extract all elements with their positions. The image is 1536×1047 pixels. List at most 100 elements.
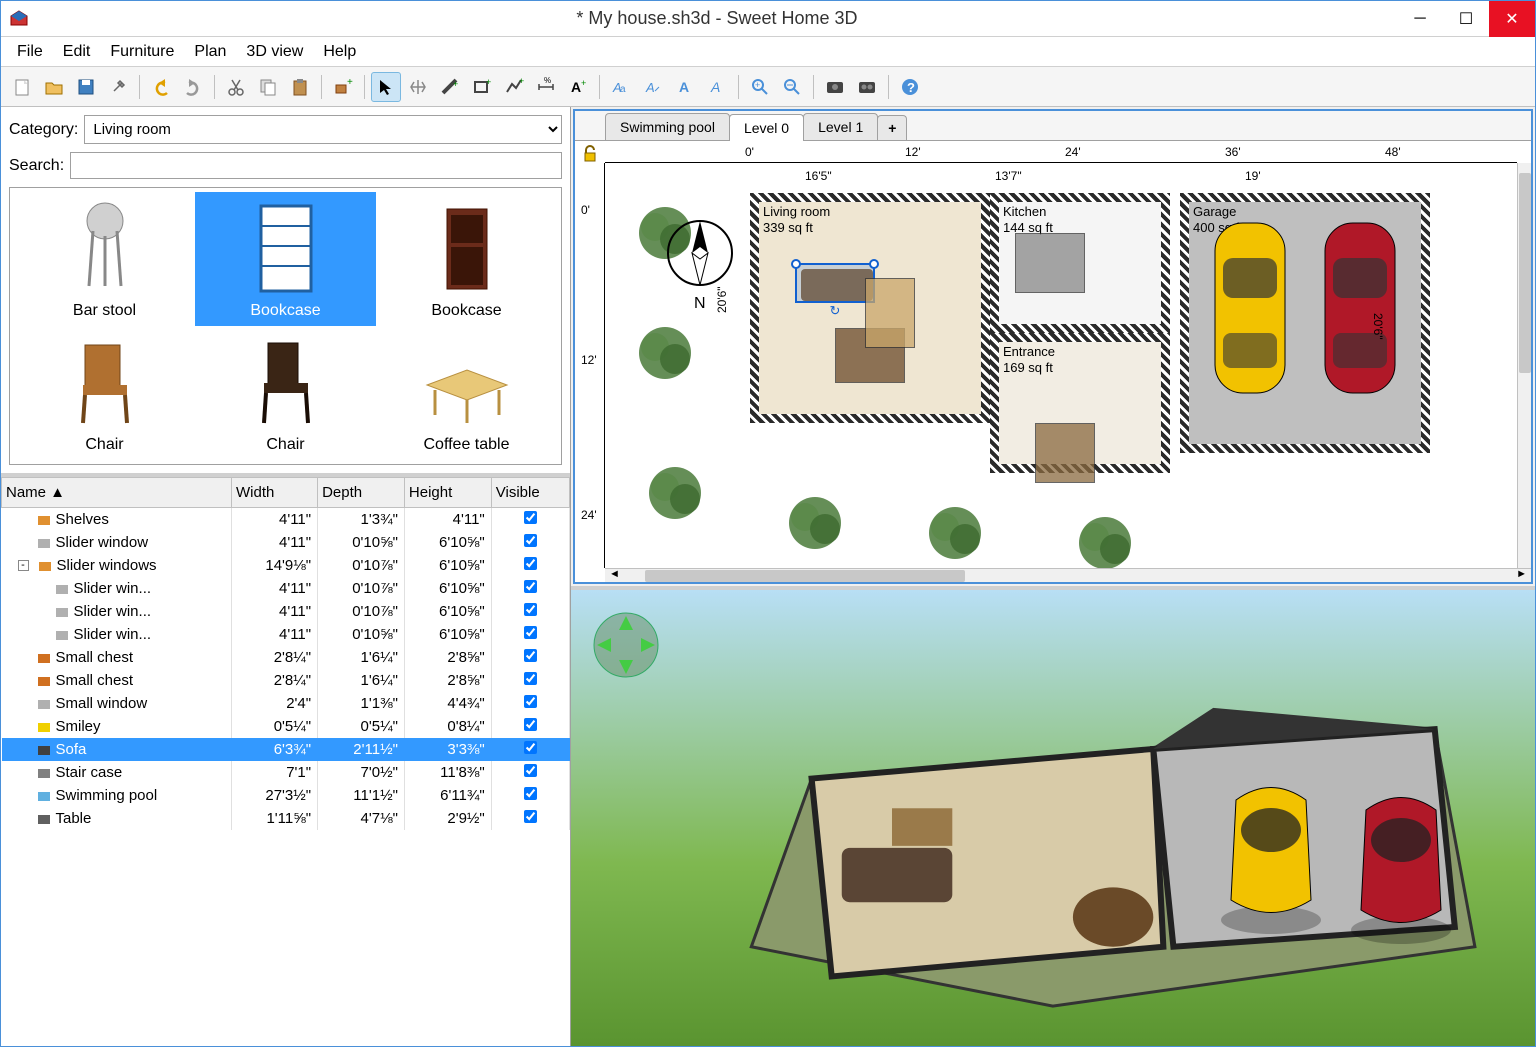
toolbar-dim-button[interactable]: % bbox=[531, 72, 561, 102]
plan-furniture[interactable] bbox=[865, 278, 915, 348]
table-row[interactable]: Stair case7'1"7'0½"11'8⅜" bbox=[2, 761, 570, 784]
visible-checkbox[interactable] bbox=[524, 626, 537, 639]
plan-tabs: Swimming poolLevel 0Level 1+ bbox=[575, 111, 1531, 141]
toolbar-paste-button[interactable] bbox=[285, 72, 315, 102]
plan-tab[interactable]: Level 0 bbox=[729, 114, 804, 141]
scrollbar-horizontal[interactable]: ◄► bbox=[605, 568, 1531, 582]
table-row[interactable]: Smiley0'5¼"0'5¼"0'8¼" bbox=[2, 715, 570, 738]
visible-checkbox[interactable] bbox=[524, 534, 537, 547]
menu-plan[interactable]: Plan bbox=[184, 39, 236, 65]
catalog-item[interactable]: Bar stool bbox=[14, 192, 195, 326]
visible-checkbox[interactable] bbox=[524, 603, 537, 616]
lock-icon[interactable] bbox=[581, 145, 599, 163]
minimize-button[interactable]: ─ bbox=[1397, 1, 1443, 37]
toolbar-select-button[interactable] bbox=[371, 72, 401, 102]
toolbar-room-button[interactable]: + bbox=[467, 72, 497, 102]
toolbar-new-button[interactable] bbox=[7, 72, 37, 102]
table-row[interactable]: Slider win...4'11"0'10⅞"6'10⅝" bbox=[2, 600, 570, 623]
visible-checkbox[interactable] bbox=[524, 741, 537, 754]
search-input[interactable] bbox=[70, 152, 562, 179]
catalog-item[interactable]: Chair bbox=[195, 326, 376, 460]
catalog-item[interactable]: Coffee table bbox=[376, 326, 557, 460]
toolbar-help-button[interactable]: ? bbox=[895, 72, 925, 102]
row-name: Slider win... bbox=[74, 603, 152, 620]
catalog-item[interactable]: Bookcase bbox=[376, 192, 557, 326]
toolbar-save-button[interactable] bbox=[71, 72, 101, 102]
column-header[interactable]: Depth bbox=[318, 478, 405, 508]
column-header[interactable]: Visible bbox=[491, 478, 569, 508]
toolbar-text-button[interactable]: A+ bbox=[563, 72, 593, 102]
column-header[interactable]: Height bbox=[404, 478, 491, 508]
column-header[interactable]: Name ▲ bbox=[2, 478, 232, 508]
visible-checkbox[interactable] bbox=[524, 672, 537, 685]
visible-checkbox[interactable] bbox=[524, 580, 537, 593]
column-header[interactable]: Width bbox=[232, 478, 318, 508]
scrollbar-vertical[interactable] bbox=[1517, 163, 1531, 568]
catalog-item[interactable]: Chair bbox=[14, 326, 195, 460]
visible-checkbox[interactable] bbox=[524, 764, 537, 777]
toolbar-t2-button[interactable]: A bbox=[638, 72, 668, 102]
table-row[interactable]: Small chest2'8¼"1'6¼"2'8⅝" bbox=[2, 646, 570, 669]
toolbar-zoom-in-button[interactable]: + bbox=[745, 72, 775, 102]
toolbar-t4-button[interactable]: A bbox=[702, 72, 732, 102]
visible-checkbox[interactable] bbox=[524, 787, 537, 800]
row-name: Table bbox=[56, 810, 92, 827]
visible-checkbox[interactable] bbox=[524, 810, 537, 823]
toolbar-pan-button[interactable] bbox=[403, 72, 433, 102]
toolbar-copy-button[interactable] bbox=[253, 72, 283, 102]
maximize-button[interactable]: ☐ bbox=[1443, 1, 1489, 37]
table-row[interactable]: Slider win...4'11"0'10⅞"6'10⅝" bbox=[2, 577, 570, 600]
nav-widget[interactable] bbox=[591, 610, 661, 680]
table-row[interactable]: Small window2'4"1'1⅜"4'4¾" bbox=[2, 692, 570, 715]
menu-help[interactable]: Help bbox=[313, 39, 366, 65]
menu-furniture[interactable]: Furniture bbox=[100, 39, 184, 65]
toolbar-video-button[interactable] bbox=[852, 72, 882, 102]
plan-furniture[interactable] bbox=[1035, 423, 1095, 483]
toolbar-photo-button[interactable] bbox=[820, 72, 850, 102]
table-row[interactable]: Swimming pool27'3½"11'1½"6'11¾" bbox=[2, 784, 570, 807]
table-row[interactable]: Slider window4'11"0'10⅝"6'10⅝" bbox=[2, 531, 570, 554]
table-row[interactable]: Small chest2'8¼"1'6¼"2'8⅝" bbox=[2, 669, 570, 692]
visible-checkbox[interactable] bbox=[524, 557, 537, 570]
visible-checkbox[interactable] bbox=[524, 718, 537, 731]
plan-canvas[interactable]: 0'12'24'36'48' 0'12'24' NLiving room339 … bbox=[575, 141, 1531, 582]
plan-tab[interactable]: Swimming pool bbox=[605, 113, 730, 140]
plan-tab[interactable]: Level 1 bbox=[803, 113, 878, 140]
visible-checkbox[interactable] bbox=[524, 649, 537, 662]
row-name: Slider win... bbox=[74, 626, 152, 643]
catalog-item[interactable]: Bookcase bbox=[195, 192, 376, 326]
visible-checkbox[interactable] bbox=[524, 511, 537, 524]
add-level-button[interactable]: + bbox=[877, 115, 907, 140]
toolbar-polyline-button[interactable]: + bbox=[499, 72, 529, 102]
toolbar-wall-button[interactable]: + bbox=[435, 72, 465, 102]
furniture-table[interactable]: Name ▲WidthDepthHeightVisible Shelves4'1… bbox=[1, 477, 570, 830]
row-icon bbox=[37, 558, 53, 574]
menu-3d-view[interactable]: 3D view bbox=[236, 39, 313, 65]
table-row[interactable]: Sofa6'3¾"2'11½"3'3⅜" bbox=[2, 738, 570, 761]
selected-furniture[interactable]: ↻ bbox=[795, 263, 875, 303]
view3d-pane[interactable] bbox=[571, 586, 1535, 1046]
toolbar-undo-button[interactable] bbox=[146, 72, 176, 102]
toolbar-open-button[interactable] bbox=[39, 72, 69, 102]
toolbar-redo-button[interactable] bbox=[178, 72, 208, 102]
toolbar-t1-button[interactable]: Aa bbox=[606, 72, 636, 102]
table-row[interactable]: Slider win...4'11"0'10⅝"6'10⅝" bbox=[2, 623, 570, 646]
category-select[interactable]: Living room bbox=[84, 115, 562, 144]
table-row[interactable]: -Slider windows14'9⅛"0'10⅞"6'10⅝" bbox=[2, 554, 570, 577]
toolbar-prefs-button[interactable] bbox=[103, 72, 133, 102]
room-name: Living room bbox=[763, 204, 830, 219]
table-row[interactable]: Shelves4'11"1'3¾"4'11" bbox=[2, 508, 570, 532]
close-button[interactable]: ✕ bbox=[1489, 1, 1535, 37]
visible-checkbox[interactable] bbox=[524, 695, 537, 708]
menu-file[interactable]: File bbox=[7, 39, 53, 65]
toolbar-zoom-out-button[interactable] bbox=[777, 72, 807, 102]
table-row[interactable]: Table1'11⅝"4'7⅛"2'9½" bbox=[2, 807, 570, 830]
menu-edit[interactable]: Edit bbox=[53, 39, 101, 65]
toolbar-t3-button[interactable]: A bbox=[670, 72, 700, 102]
toolbar-add-furn-button[interactable]: + bbox=[328, 72, 358, 102]
furniture-catalog-grid[interactable]: Bar stoolBookcaseBookcaseChairChairCoffe… bbox=[9, 187, 562, 465]
plan-furniture[interactable] bbox=[1015, 233, 1085, 293]
toolbar-cut-button[interactable] bbox=[221, 72, 251, 102]
floorplan[interactable]: NLiving room339 sq ftKitchen144 sq ftEnt… bbox=[605, 163, 1517, 568]
app-icon bbox=[9, 9, 29, 29]
